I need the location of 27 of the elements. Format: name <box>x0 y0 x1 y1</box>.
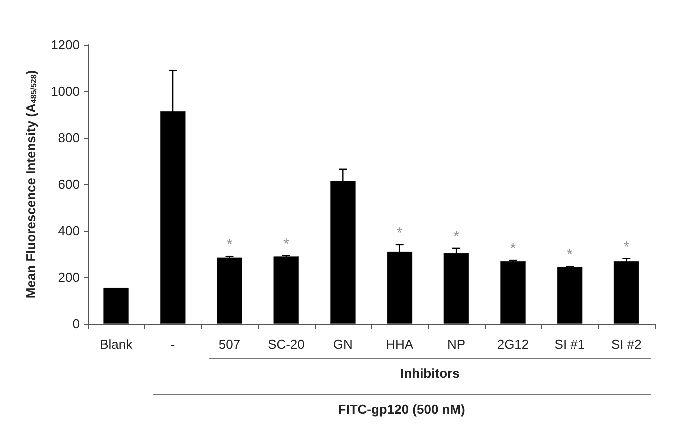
x-tick-label: NP <box>448 337 466 352</box>
y-tick-label: 1200 <box>51 38 80 52</box>
y-tick-label: 600 <box>58 177 80 192</box>
x-tick-label: - <box>170 337 176 352</box>
y-axis-title: Mean Fluorescence Intensity (A485/528) <box>24 70 38 299</box>
x-tick-label: 2G12 <box>497 337 530 352</box>
x-tick-label: SC-20 <box>268 337 305 352</box>
x-tick-label: 507 <box>218 337 241 352</box>
x-tick-label: Blank <box>100 337 134 352</box>
annotation: * <box>624 238 630 256</box>
annotation: * <box>510 240 516 258</box>
y-tick-label: 200 <box>58 270 80 285</box>
text: FITC-gp120 (500 nM) <box>337 402 466 417</box>
x-tick-label: GN <box>333 337 353 352</box>
annotation: * <box>226 236 233 254</box>
y-tick-label: 400 <box>58 224 80 238</box>
annotation: * <box>454 228 460 246</box>
y-tick-label: 0 <box>72 316 80 332</box>
annotation: * <box>396 224 403 242</box>
y-tick-label: 1000 <box>51 84 80 99</box>
x-tick-label: SI #2 <box>611 337 642 352</box>
y-tick-label: 800 <box>58 130 80 146</box>
x-tick-label: SI #1 <box>554 337 586 352</box>
x-tick-label: HHA <box>386 337 414 352</box>
annotation: * <box>284 236 290 253</box>
annotation: * <box>567 246 574 264</box>
text: Inhibitors <box>400 366 461 381</box>
